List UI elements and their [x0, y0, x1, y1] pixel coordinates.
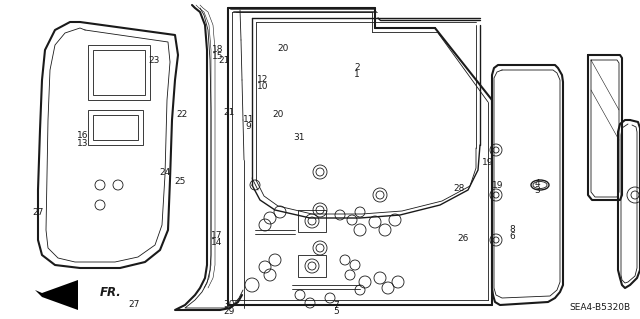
Bar — [88, 45, 150, 100]
Text: 29: 29 — [223, 307, 235, 315]
Text: 24: 24 — [159, 168, 171, 177]
Bar — [88, 110, 143, 145]
Text: 28: 28 — [454, 184, 465, 193]
Text: 27: 27 — [33, 208, 44, 217]
Bar — [93, 115, 138, 140]
Text: 23: 23 — [148, 56, 159, 65]
Text: 2: 2 — [355, 63, 360, 72]
Text: 16: 16 — [77, 131, 89, 140]
Text: 14: 14 — [211, 238, 222, 247]
Text: 22: 22 — [177, 110, 188, 119]
Text: FR.: FR. — [100, 286, 122, 299]
Text: 8: 8 — [509, 225, 515, 234]
Text: 30: 30 — [223, 300, 235, 309]
Text: 20: 20 — [277, 44, 289, 53]
Text: 19: 19 — [492, 181, 504, 190]
Text: 5: 5 — [333, 308, 339, 316]
Text: SEA4-B5320B: SEA4-B5320B — [569, 303, 630, 313]
Text: 4: 4 — [535, 179, 540, 188]
Text: 21: 21 — [223, 108, 235, 117]
Text: 19: 19 — [482, 158, 493, 167]
Text: 27: 27 — [129, 300, 140, 309]
Polygon shape — [35, 280, 78, 310]
Text: 17: 17 — [211, 231, 222, 240]
Text: 18: 18 — [212, 45, 223, 54]
Bar — [93, 50, 145, 95]
Text: 6: 6 — [509, 232, 515, 241]
Text: 31: 31 — [294, 133, 305, 142]
Text: 7: 7 — [333, 301, 339, 310]
Text: 21: 21 — [218, 56, 230, 65]
Text: 1: 1 — [355, 70, 360, 79]
Text: 12: 12 — [257, 75, 268, 84]
Text: 13: 13 — [77, 139, 89, 148]
Bar — [298, 255, 326, 277]
Text: 3: 3 — [535, 186, 540, 195]
Text: 15: 15 — [212, 52, 223, 61]
Text: 10: 10 — [257, 82, 268, 91]
Text: 20: 20 — [273, 110, 284, 119]
Text: 26: 26 — [458, 234, 469, 243]
Text: 11: 11 — [243, 115, 254, 124]
Text: 9: 9 — [246, 122, 251, 131]
Text: 25: 25 — [175, 177, 186, 186]
Bar — [298, 210, 326, 232]
